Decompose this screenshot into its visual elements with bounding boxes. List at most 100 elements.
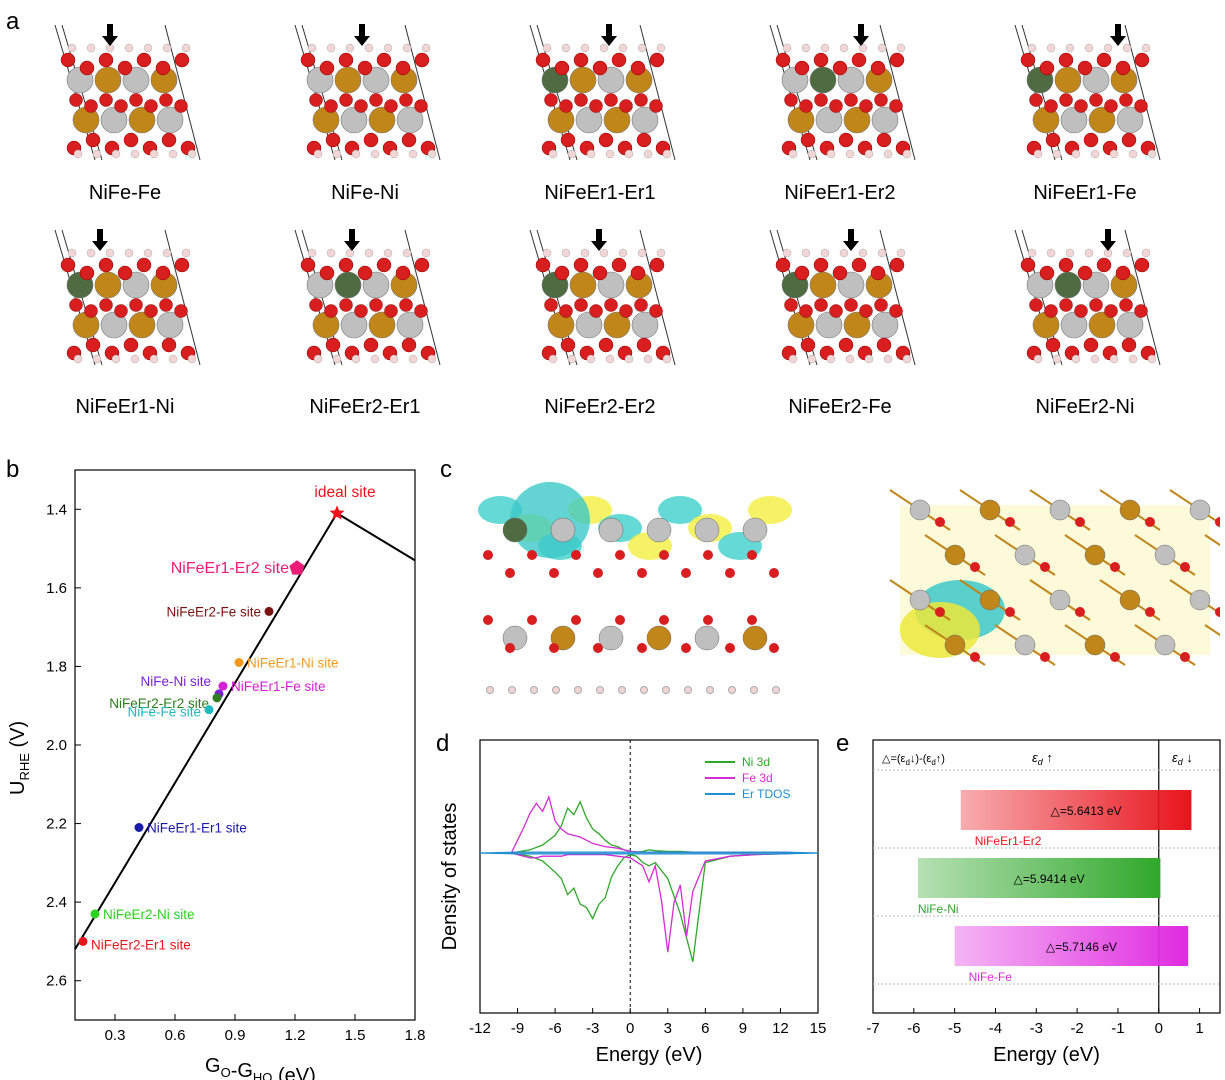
- oxygen-atom: [970, 562, 980, 572]
- hydrogen-atom: [1141, 43, 1151, 53]
- oxygen-atom: [129, 93, 143, 107]
- oxygen-atom: [1044, 304, 1058, 318]
- oxygen-atom: [554, 265, 570, 281]
- oxygen-atom: [159, 93, 173, 107]
- y-tick-label: 1.4: [46, 501, 67, 518]
- d-band-bar: [954, 926, 1189, 966]
- x-tick-label: 6: [701, 1020, 709, 1037]
- oxygen-atom: [829, 99, 843, 113]
- oxygen-atom: [363, 337, 379, 353]
- metal-atom: [603, 106, 631, 134]
- oxygen-atom: [876, 132, 892, 148]
- volcano-plot: 0.3 0.6 0.9 1.2 1.5 1.8 1.4 1.6 1.8 2.0 2.2 2.4 2.6 G…: [7, 469, 425, 1080]
- hydrogen-atom: [530, 686, 538, 694]
- oxygen-atom: [611, 52, 627, 68]
- oxygen-atom: [649, 304, 663, 318]
- oxygen-atom: [527, 550, 537, 560]
- oxygen-atom: [619, 304, 633, 318]
- oxygen-atom: [1020, 52, 1036, 68]
- dos-curve-spin-down: [511, 852, 806, 953]
- oxygen-atom: [769, 568, 779, 578]
- x-tick-label: 0.9: [225, 1027, 246, 1044]
- oxygen-atom: [1059, 298, 1073, 312]
- oxygen-atom: [117, 60, 133, 76]
- oxygen-atom: [384, 99, 398, 113]
- oxygen-atom: [1045, 132, 1061, 148]
- oxygen-atom: [1180, 652, 1190, 662]
- oxygen-atom: [339, 93, 353, 107]
- charge-density-images: [478, 482, 1220, 694]
- hydrogen-atom: [656, 248, 666, 258]
- hydrogen-atom: [1052, 149, 1062, 159]
- hydrogen-atom: [858, 43, 868, 53]
- oxygen-atom: [114, 99, 128, 113]
- oxygen-atom: [1104, 99, 1118, 113]
- hydrogen-atom: [599, 43, 609, 53]
- hydrogen-atom: [548, 149, 558, 159]
- down-arrow-icon: [344, 229, 360, 251]
- structure-label: NiFeEr2-Fe: [788, 396, 892, 418]
- hydrogen-atom: [586, 354, 596, 364]
- oxygen-atom: [1134, 257, 1150, 273]
- panel-letter-e: e: [836, 730, 850, 757]
- hydrogen-atom: [1109, 149, 1119, 159]
- metal-atom: [1014, 544, 1036, 566]
- oxygen-atom: [174, 99, 188, 113]
- structure-model: [1000, 225, 1170, 405]
- hydrogen-atom: [684, 686, 692, 694]
- site-marker: [264, 606, 274, 616]
- x-tick-label: 0.3: [105, 1027, 126, 1044]
- oxygen-atom: [593, 643, 603, 653]
- metal-atom: [694, 517, 720, 543]
- oxygen-atom: [851, 52, 867, 68]
- metal-atom: [598, 517, 624, 543]
- oxygen-atom: [549, 643, 559, 653]
- site-marker: [134, 823, 144, 832]
- oxygen-atom: [174, 304, 188, 318]
- metal-atom: [368, 311, 396, 339]
- oxygen-atom: [123, 337, 139, 353]
- oxygen-atom: [1145, 517, 1155, 527]
- hydrogen-atom: [1147, 354, 1157, 364]
- oxygen-atom: [589, 99, 603, 113]
- d-band-bar: [960, 790, 1192, 830]
- oxygen-atom: [1115, 60, 1131, 76]
- hydrogen-atom: [552, 686, 560, 694]
- oxygen-atom: [794, 265, 810, 281]
- hydrogen-atom: [624, 149, 634, 159]
- oxygen-atom: [615, 550, 625, 560]
- oxygen-atom: [401, 132, 417, 148]
- oxygen-atom: [615, 615, 625, 625]
- oxygen-atom: [592, 265, 608, 281]
- hydrogen-atom: [389, 354, 399, 364]
- oxygen-atom: [1005, 607, 1015, 617]
- oxygen-atom: [319, 265, 335, 281]
- oxygen-atom: [1121, 337, 1137, 353]
- oxygen-atom: [309, 298, 323, 312]
- oxygen-atom: [876, 337, 892, 353]
- oxygen-atom: [300, 257, 316, 273]
- hydrogen-atom: [486, 686, 494, 694]
- oxygen-atom: [1020, 257, 1036, 273]
- x-tick-label: -5: [948, 1020, 961, 1037]
- oxygen-atom: [544, 298, 558, 312]
- hydrogen-atom: [864, 149, 874, 159]
- hydrogen-atom: [902, 149, 912, 159]
- oxygen-atom: [1134, 52, 1150, 68]
- hydrogen-atom: [307, 43, 317, 53]
- hydrogen-atom: [782, 248, 792, 258]
- dos-curve-spin-down: [479, 852, 819, 855]
- metal-atom: [909, 589, 931, 611]
- oxygen-atom: [571, 550, 581, 560]
- hydrogen-atom: [1141, 248, 1151, 258]
- bond: [1204, 534, 1220, 547]
- oxygen-atom: [483, 550, 493, 560]
- metal-atom: [569, 66, 597, 94]
- hydrogen-atom: [643, 149, 653, 159]
- x-tick-label: 9: [739, 1020, 747, 1037]
- volcano-line: [74, 511, 416, 950]
- oxygen-atom: [1089, 93, 1103, 107]
- oxygen-atom: [814, 93, 828, 107]
- hydrogen-atom: [1109, 354, 1119, 364]
- hydrogen-atom: [402, 43, 412, 53]
